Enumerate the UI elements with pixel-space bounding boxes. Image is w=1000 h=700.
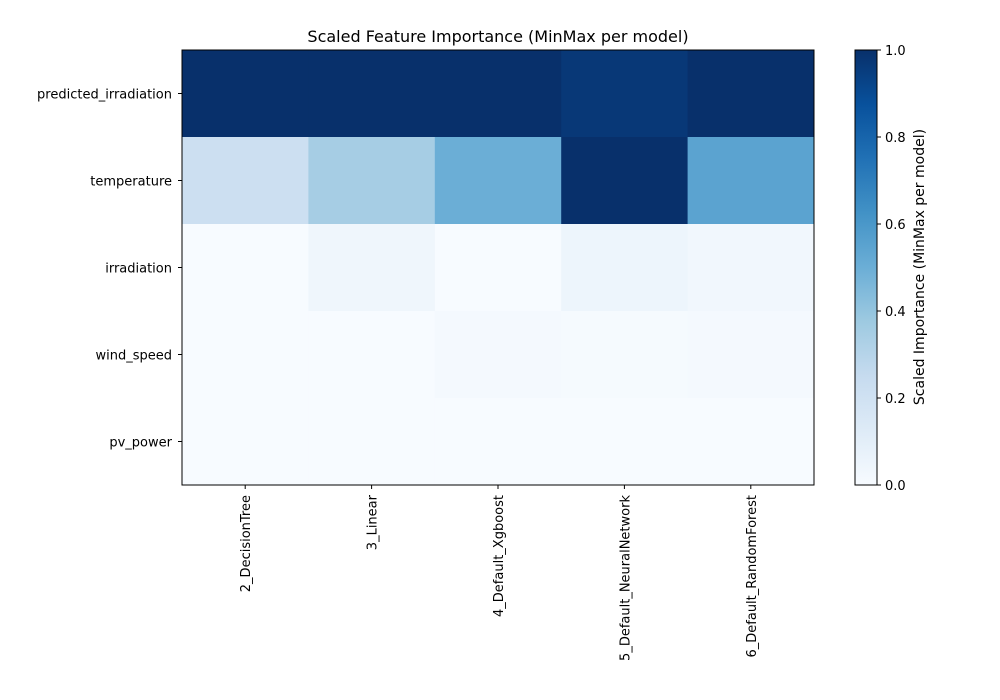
heatmap-cell (687, 398, 815, 486)
colorbar-tick-label: 0.0 (885, 479, 906, 494)
heatmap-cell (308, 137, 436, 225)
heatmap-cell (561, 224, 689, 312)
heatmap-cell (182, 398, 309, 486)
heatmap-cell (182, 137, 309, 225)
colorbar-tick-label: 0.8 (885, 131, 906, 146)
heatmap-cell (561, 398, 689, 486)
x-tick-label: 3_Linear (366, 494, 381, 550)
heatmap-cell (434, 398, 562, 486)
heatmap-cell (561, 311, 689, 399)
y-axis: predicted_irradiation temperature irradiat… (37, 88, 182, 451)
x-tick-label: 6_Default_RandomForest (745, 495, 760, 658)
colorbar-label: Scaled Importance (MinMax per model) (912, 129, 928, 405)
colorbar-tick-label: 0.4 (885, 305, 906, 320)
heatmap-cell (434, 50, 562, 138)
colorbar (854, 49, 878, 486)
heatmap-cell (561, 50, 689, 138)
y-tick-label: predicted_irradiation (37, 88, 172, 103)
y-tick-label: wind_speed (95, 349, 172, 364)
chart-title: Scaled Feature Importance (MinMax per mo… (307, 27, 688, 46)
heatmap-cell (561, 137, 689, 225)
heatmap-cell (308, 398, 436, 486)
colorbar-tick-label: 0.2 (885, 392, 906, 407)
y-tick-label: temperature (90, 175, 172, 190)
heatmap-cell (687, 137, 815, 225)
heatmap-cell (687, 311, 815, 399)
colorbar-tick-label: 1.0 (885, 44, 906, 59)
heatmap-cell (182, 50, 309, 138)
y-tick-label: pv_power (109, 436, 172, 451)
heatmap-cells (182, 50, 815, 486)
colorbar-tick-label: 0.6 (885, 218, 906, 233)
heatmap-cell (308, 224, 436, 312)
heatmap-cell (182, 224, 309, 312)
heatmap-cell (434, 224, 562, 312)
x-tick-label: 2_DecisionTree (239, 495, 254, 592)
x-tick-label: 4_Default_Xgboost (492, 495, 507, 617)
x-axis: 2_DecisionTree 3_Linear 4_Default_Xgboost 5… (239, 485, 760, 661)
heatmap-cell (434, 311, 562, 399)
heatmap-cell (308, 50, 436, 138)
heatmap-cell (182, 311, 309, 399)
y-tick-label: irradiation (105, 262, 172, 277)
heatmap-cell (687, 50, 815, 138)
heatmap-cell (308, 311, 436, 399)
heatmap-cell (687, 224, 815, 312)
heatmap-cell (434, 137, 562, 225)
x-tick-label: 5_Default_NeuralNetwork (618, 495, 633, 661)
colorbar-axis: 0.0 0.2 0.4 0.6 0.8 1.0 (877, 44, 906, 494)
